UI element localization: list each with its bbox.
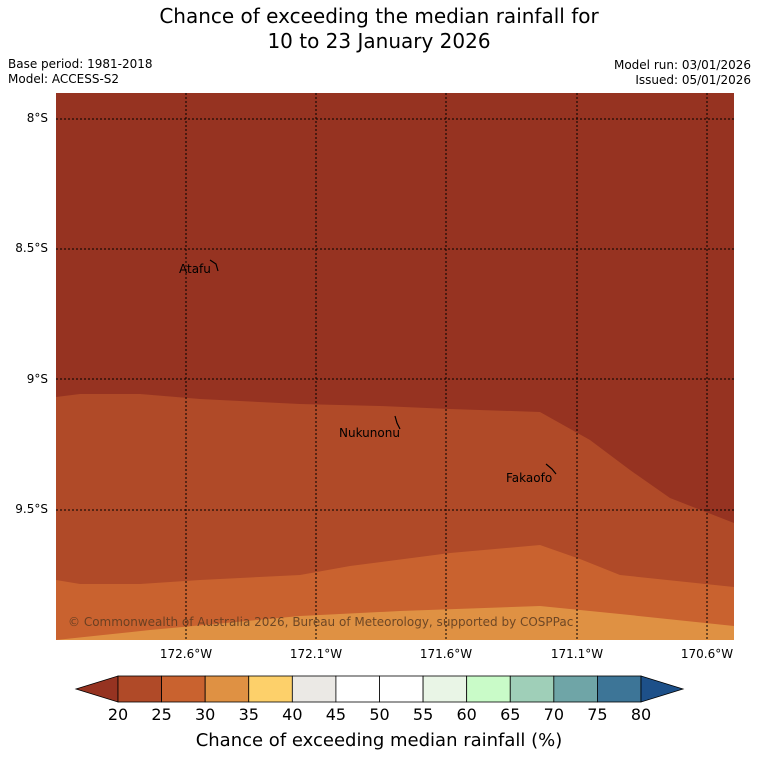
colorbar-over-arrow — [640, 675, 685, 703]
colorbar-tick-label: 40 — [282, 705, 303, 724]
colorbar-cells — [117, 675, 642, 703]
model-run: Model run: 03/01/2026 — [613, 58, 751, 72]
colorbar-cell — [379, 675, 424, 703]
colorbar-under-arrow — [74, 675, 119, 703]
region-30-35 — [56, 606, 734, 640]
lat-label-9-5s: 9.5°S — [15, 502, 48, 516]
lon-label-172-6w: 172.6°W — [159, 647, 213, 661]
colorbar-tick-label: 65 — [500, 705, 521, 724]
colorbar-tick-label: 25 — [151, 705, 172, 724]
nukunonu-outline — [394, 415, 401, 430]
colorbar-tick-label: 45 — [325, 705, 347, 724]
colorbar-tick-label: 75 — [587, 705, 608, 724]
issued-date: Issued: 05/01/2026 — [635, 73, 751, 87]
lon-label-171-6w: 171.6°W — [419, 647, 473, 661]
lat-label-8s: 8°S — [26, 111, 48, 125]
colorbar-cell — [117, 675, 162, 703]
atoll-outlines — [209, 259, 557, 475]
colorbar-tick-label: 30 — [194, 705, 216, 724]
lat-label-9s: 9°S — [26, 372, 48, 386]
colorbar-cell — [466, 675, 511, 703]
colorbar-tick-label: 80 — [630, 705, 652, 724]
colorbar-cell — [597, 675, 642, 703]
base-period: Base period: 1981-2018 — [8, 57, 153, 71]
colorbar-tick-label: 55 — [412, 705, 434, 724]
colorbar-cell — [553, 675, 598, 703]
colorbar-cell — [161, 675, 206, 703]
place-fakaofo: Fakaofo — [506, 471, 552, 485]
map-area: Atafu Nukunonu Fakaofo © Commonwealth of… — [56, 93, 734, 640]
lat-label-8-5s: 8.5°S — [15, 241, 48, 255]
lon-label-171-1w: 171.1°W — [550, 647, 604, 661]
colorbar-tick-label: 50 — [369, 705, 390, 724]
meta-left: Base period: 1981-2018 Model: ACCESS-S2 — [8, 57, 153, 87]
colorbar-cell — [422, 675, 468, 703]
fakaofo-outline — [545, 463, 557, 475]
meta-right: Model run: 03/01/2026 Issued: 05/01/2026 — [614, 58, 751, 88]
colorbar-cell — [204, 675, 250, 703]
colorbar-tick-label: 20 — [107, 705, 129, 724]
lon-label-170-6w: 170.6°W — [680, 647, 734, 661]
colorbar-label: Chance of exceeding median rainfall (%) — [195, 730, 563, 751]
colorbar-tick-label: 60 — [456, 705, 477, 724]
colorbar-cell — [335, 675, 380, 703]
colorbar — [74, 675, 685, 703]
title-line-2: 10 to 23 January 2026 — [267, 29, 491, 53]
colorbar-tick-label: 35 — [238, 705, 259, 724]
title-line-1: Chance of exceeding the median rainfall … — [159, 4, 599, 28]
colorbar-tick-label: 70 — [543, 705, 564, 724]
copyright-notice: © Commonwealth of Australia 2026, Bureau… — [68, 615, 573, 629]
colorbar-cell — [509, 675, 555, 703]
place-atafu: Atafu — [179, 262, 211, 276]
graticule — [56, 93, 734, 640]
colorbar-cell — [248, 675, 293, 703]
atafu-outline — [209, 259, 219, 272]
place-nukunonu: Nukunonu — [339, 426, 400, 440]
lon-label-172-1w: 172.1°W — [289, 647, 343, 661]
model-name: Model: ACCESS-S2 — [8, 72, 120, 86]
map-title: Chance of exceeding the median rainfall … — [0, 4, 758, 54]
colorbar-cell — [291, 675, 337, 703]
